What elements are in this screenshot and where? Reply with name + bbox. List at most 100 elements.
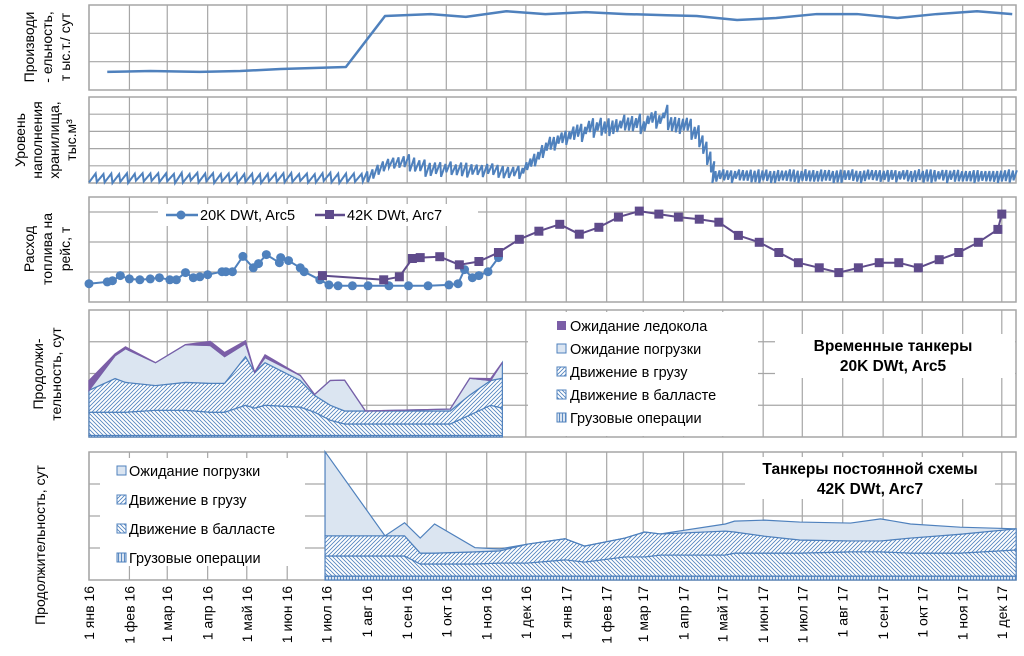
x-tick-label: 1 окт 16 [438, 586, 454, 638]
fuel-point-20k [171, 275, 181, 285]
legend-swatch-ballast-icon [556, 389, 567, 400]
legend-swatch-loaded-icon [116, 494, 127, 505]
fuel-point-20k [115, 271, 125, 281]
y-label-productivity: Производи - ельность, т ыс.т./ сут [21, 11, 73, 82]
x-tick-label: 1 апр 17 [676, 586, 692, 641]
fuel-point-20k [276, 253, 286, 263]
fuel-point-20k [363, 281, 373, 291]
y-label-duration-20k: Продолжи- тельность, сут [30, 327, 64, 421]
legend-label: Ожидание погрузки [570, 342, 701, 358]
panel-title: 42K DWt, Arc7 [817, 481, 923, 498]
fuel-point-42k [973, 237, 983, 247]
legend-duration-20k: Ожидание ледокола Ожидание погрузки Движ… [528, 312, 1015, 436]
legend-label: Движение в грузу [129, 493, 247, 509]
legend-background [100, 458, 305, 566]
y-label-storage: Уровень наполнения хранилища, тыс.м³ [12, 101, 79, 178]
fuel-point-42k [834, 268, 844, 278]
fuel-point-42k [694, 214, 704, 224]
legend-label: Ожидание ледокола [570, 319, 708, 335]
fuel-point-20k [254, 259, 264, 269]
y-label-duration-42k: Продолжительность, сут [32, 465, 48, 625]
fuel-point-42k [493, 248, 503, 257]
x-tick-label: 1 сен 16 [399, 586, 415, 640]
fuel-point-42k [415, 253, 425, 263]
x-tick-label: 1 авг 16 [359, 586, 375, 638]
x-tick-label: 1 июн 16 [279, 586, 295, 643]
fuel-point-20k [284, 256, 294, 266]
x-tick-label: 1 ноя 16 [479, 586, 495, 640]
legend-swatch-icebreaker-icon [557, 321, 566, 330]
legend-label: Движение в балласте [129, 522, 275, 538]
fuel-point-20k [124, 274, 134, 284]
fuel-point-20k [180, 268, 190, 278]
legend-swatch-cargo-ops-icon [556, 412, 567, 423]
fuel-point-42k [555, 219, 565, 229]
panel-frame [88, 4, 1017, 91]
y-label-line: Производи [21, 12, 37, 83]
fuel-point-42k [993, 224, 1003, 234]
fuel-point-20k [238, 251, 248, 261]
x-tick-label: 1 июл 16 [318, 586, 334, 644]
fuel-point-42k [514, 234, 524, 244]
productivity-line [107, 9, 1013, 74]
x-tick-label: 1 фев 17 [599, 586, 615, 644]
fuel-point-20k [203, 270, 213, 280]
x-tick-label: 1 мар 17 [635, 586, 651, 643]
fuel-point-20k [145, 274, 155, 284]
y-label-line: - ельность, [39, 11, 55, 82]
legend-label: Грузовые операции [570, 411, 702, 427]
y-label-line: тыс.м³ [63, 119, 79, 161]
fuel-point-42k [379, 275, 389, 285]
x-tick-label: 1 дек 17 [994, 586, 1010, 639]
storage-level-line [88, 104, 1018, 186]
legend-duration-42k: Ожидание погрузки Движение в грузу Движе… [100, 457, 995, 567]
x-axis-tick-labels: 1 янв 16 1 фев 16 1 мар 16 1 апр 16 1 май 16… [81, 586, 1010, 644]
y-label-line: топлива на [39, 213, 55, 285]
fuel-point-42k [733, 230, 743, 240]
x-tick-label: 1 сен 17 [875, 586, 891, 640]
fuel-point-42k [913, 263, 923, 273]
x-tick-label: 1 ноя 17 [955, 586, 971, 640]
fuel-point-42k [435, 252, 445, 262]
fuel-point-20k [221, 267, 231, 277]
fuel-point-20k [474, 271, 484, 281]
fuel-point-20k [324, 280, 334, 290]
fuel-point-42k [774, 248, 784, 257]
legend-label-42k: 42K DWt, Arc7 [347, 208, 442, 224]
fuel-point-42k [934, 255, 944, 265]
title-background [775, 334, 1015, 378]
legend-fuel: 20K DWt, Arc5 42K DWt, Arc7 [158, 204, 478, 226]
fuel-point-20k [333, 281, 343, 291]
fuel-point-42k [754, 237, 764, 247]
title-background [745, 457, 995, 499]
fuel-point-42k [793, 258, 803, 268]
legend-swatch-waiting-loading-icon [116, 465, 127, 476]
fuel-point-42k [474, 257, 484, 266]
x-tick-label: 1 фев 16 [121, 586, 137, 644]
fuel-point-20k [154, 273, 164, 283]
legend-swatch-cargo-ops-icon [116, 552, 127, 563]
area-layer-ice [88, 339, 503, 412]
legend-marker-square-icon [325, 210, 334, 219]
x-tick-label: 1 янв 17 [558, 586, 574, 640]
panel-title: 20K DWt, Arc5 [840, 358, 947, 375]
y-label-line: т ыс.т./ сут [57, 12, 73, 81]
fuel-point-42k [894, 258, 904, 268]
y-label-line: Продолжительность, сут [32, 465, 48, 625]
y-label-line: Расход [21, 226, 37, 272]
fuel-point-42k [454, 260, 464, 270]
fuel-point-42k [673, 212, 683, 222]
y-label-line: хранилища, [46, 101, 62, 178]
x-tick-label: 1 мар 16 [159, 586, 175, 643]
fuel-point-20k [165, 275, 175, 285]
fuel-point-20k [403, 281, 413, 291]
fuel-point-42k [634, 206, 644, 216]
x-tick-label: 1 авг 17 [835, 586, 851, 638]
fuel-point-20k [299, 267, 309, 277]
y-label-line: тельность, сут [48, 327, 64, 421]
x-tick-label: 1 янв 16 [81, 586, 97, 640]
fuel-point-20k [135, 275, 145, 285]
chart-marks [84, 9, 1018, 581]
x-tick-label: 1 май 16 [239, 586, 255, 643]
